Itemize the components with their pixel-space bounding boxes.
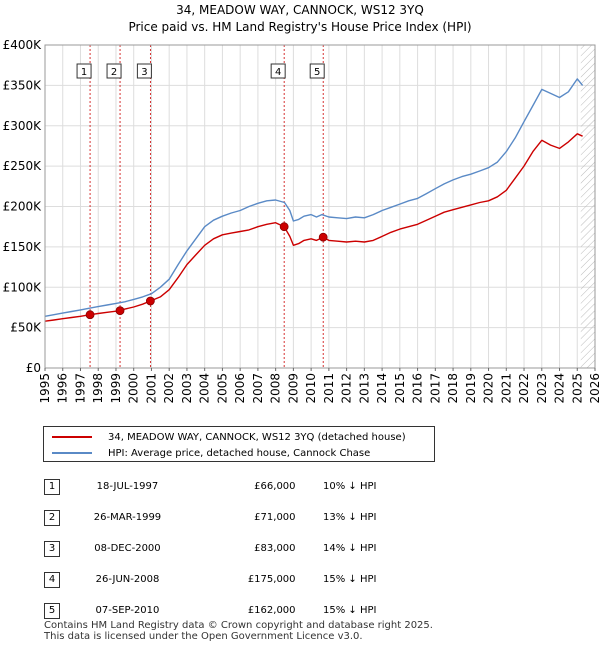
y-tick-label: £100K [3,280,43,294]
table-row: 5 07-SEP-2010 £162,000 15% ↓ HPI [44,595,404,626]
sale-date: 26-MAR-1999 [93,512,162,523]
price-chart: 1 2 3 4 5 £0 £50K £100K £150K £200K £250K £300K £350… [3,38,600,404]
x-tick-label: 2017 [428,373,442,404]
x-tick-label: 2002 [162,373,176,404]
x-tick-label: 1996 [56,373,70,404]
sale-price: £71,000 [254,512,296,523]
sale-number-box: 3 [44,540,60,557]
sale-point [318,232,328,242]
chart-subtitle: Price paid vs. HM Land Registry's House … [128,20,472,34]
y-tick-label: £400K [3,38,43,52]
sale-hpi-diff: 10% ↓ HPI [323,481,377,492]
copyright-notice: Contains HM Land Registry data © Crown c… [44,620,433,631]
chart-title: 34, MEADOW WAY, CANNOCK, WS12 3YQ [176,3,424,17]
x-tick-label: 2024 [553,373,567,404]
y-tick-label: £0 [26,361,41,375]
x-tick-label: 2013 [357,373,371,404]
sale-price: £175,000 [247,574,296,585]
sale-price: £66,000 [254,481,296,492]
footer: Contains HM Land Registry data © Crown c… [44,620,433,642]
table-row: 4 26-JUN-2008 £175,000 15% ↓ HPI [44,564,404,595]
x-tick-label: 2021 [499,373,513,404]
x-tick-label: 2016 [411,373,425,404]
y-tick-label: £50K [10,321,42,335]
x-tick-label: 2011 [322,373,336,404]
x-tick-label: 2019 [464,373,478,404]
x-tick-label: 2000 [127,373,141,404]
x-tick-label: 2007 [251,373,265,404]
sale-date: 18-JUL-1997 [96,481,159,492]
x-tick-label: 2022 [517,373,531,404]
x-tick-label: 1999 [109,373,123,404]
x-tick-label: 2020 [482,373,496,404]
sale-number-marker [76,63,92,79]
x-tick-label: 2003 [180,373,194,404]
x-tick-label: 1997 [73,373,87,404]
sale-hpi-diff: 13% ↓ HPI [323,512,377,523]
sale-point [279,222,289,232]
sales-table: 1 18-JUL-1997 £66,000 10% ↓ HPI 2 26-MAR… [44,471,404,626]
table-row: 1 18-JUL-1997 £66,000 10% ↓ HPI [44,471,404,502]
sale-hpi-diff: 15% ↓ HPI [323,605,377,616]
y-tick-label: £250K [3,159,43,173]
sale-number-box: 1 [44,478,60,495]
table-row: 3 08-DEC-2000 £83,000 14% ↓ HPI [44,533,404,564]
y-tick-label: £300K [3,119,43,133]
x-tick-label: 2001 [144,373,158,404]
sale-hpi-diff: 14% ↓ HPI [323,543,377,554]
sale-number-marker [309,63,325,79]
sale-date: 08-DEC-2000 [94,543,161,554]
sale-price: £162,000 [247,605,296,616]
sale-price: £83,000 [254,543,296,554]
sale-number-box: 4 [44,571,60,588]
x-tick-label: 2023 [535,373,549,404]
x-tick-label: 2004 [198,373,212,404]
x-tick-label: 1998 [91,373,105,404]
x-tick-label: 2009 [286,373,300,404]
y-tick-label: £350K [3,78,43,92]
legend-item-property: 34, MEADOW WAY, CANNOCK, WS12 3YQ (detac… [52,430,406,444]
x-tick-label: 2025 [570,373,584,404]
table-row: 2 26-MAR-1999 £71,000 13% ↓ HPI [44,502,404,533]
x-tick-label: 2010 [304,373,318,404]
x-tick-label: 2014 [375,373,389,404]
sale-point [85,310,95,320]
licence-notice: This data is licensed under the Open Gov… [44,631,363,642]
y-tick-label: £150K [3,240,43,254]
x-tick-label: 2026 [588,373,600,404]
sale-date: 07-SEP-2010 [95,605,160,616]
legend-item-hpi: HPI: Average price, detached house, Cann… [52,446,370,460]
sale-number-marker [106,63,122,79]
sale-number-label: 4 [275,67,281,78]
sale-number-label: 5 [314,67,320,78]
sale-number-label: 3 [141,67,147,78]
forecast-hatch-area [580,45,595,368]
sale-number-marker [136,63,152,79]
legend-swatch-property [52,436,92,438]
x-tick-label: 1995 [38,373,52,404]
sale-point [145,296,155,306]
sale-number-box: 2 [44,509,60,526]
x-tick-label: 2005 [215,373,229,404]
sale-date: 26-JUN-2008 [95,574,160,585]
x-tick-label: 2018 [446,373,460,404]
sale-hpi-diff: 15% ↓ HPI [323,574,377,585]
plot-frame [44,44,596,369]
chart-legend: 34, MEADOW WAY, CANNOCK, WS12 3YQ (detac… [43,426,435,462]
sale-number-label: 2 [111,67,117,78]
legend-label-property: 34, MEADOW WAY, CANNOCK, WS12 3YQ (detac… [108,431,406,443]
hpi-series-line [44,78,584,317]
x-tick-label: 2006 [233,373,247,404]
y-tick-label: £200K [3,200,43,214]
sale-number-marker [270,63,286,79]
legend-swatch-hpi [52,452,92,454]
x-tick-label: 2015 [393,373,407,404]
sale-number-label: 1 [81,67,87,78]
x-tick-label: 2008 [269,373,283,404]
legend-label-hpi: HPI: Average price, detached house, Cann… [108,447,371,459]
sale-point [115,306,125,316]
x-tick-label: 2012 [340,373,354,404]
property-series-line [44,133,583,322]
sale-number-box: 5 [44,602,60,619]
